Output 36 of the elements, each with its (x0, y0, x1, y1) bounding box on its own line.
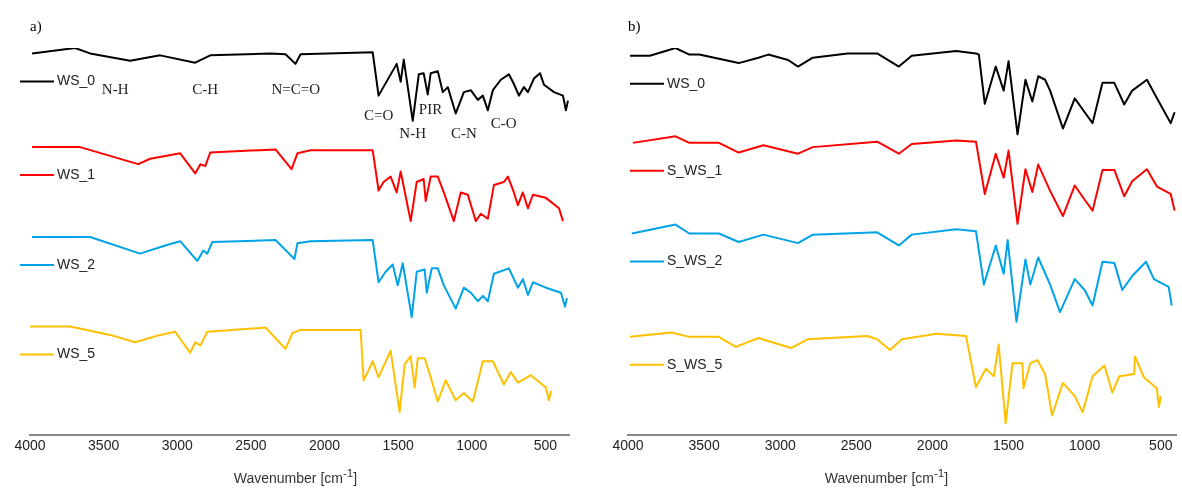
x-tick-label: 3500 (688, 437, 720, 454)
x-tick-label: 500 (1149, 437, 1173, 454)
x-tick-label: 500 (533, 437, 558, 454)
annotation: N=C=O (271, 81, 321, 98)
x-axis-title: Wavenumber [cm$^{-1}$] (232, 466, 359, 486)
x-tick-label: 2500 (840, 437, 873, 454)
x-tick-label: 3000 (161, 437, 194, 454)
x-tick-label: 4000 (612, 437, 644, 454)
x-tick-label: 2000 (308, 437, 341, 454)
legend-label: WS_0 (57, 72, 96, 89)
annotation: PIR (418, 101, 443, 118)
legend-label: WS_2 (57, 255, 96, 272)
x-tick-label: 2000 (916, 437, 949, 454)
legend-label: WS_0 (667, 74, 706, 91)
legend-label: S_WS_5 (667, 355, 723, 372)
legend-label: WS_5 (57, 345, 96, 362)
annotation: C-N (450, 125, 477, 142)
x-tick-label: 3000 (764, 437, 796, 454)
chart-title: b) (628, 17, 641, 35)
annotation: C-H (192, 81, 219, 98)
x-tick-label: 1000 (1069, 437, 1101, 454)
annotation: N-H (101, 81, 129, 98)
legend-label: S_WS_1 (667, 161, 723, 178)
annotation: N-H (399, 125, 427, 142)
annotation: C=O (364, 107, 394, 124)
legend-label: WS_1 (57, 165, 96, 182)
x-tick-label: 1000 (456, 437, 488, 454)
legend-label: S_WS_2 (667, 252, 723, 269)
x-tick-label: 3500 (88, 437, 120, 454)
x-tick-label: 2500 (235, 437, 267, 454)
x-tick-label: 4000 (14, 437, 46, 454)
annotation: C-O (490, 114, 517, 131)
chart-title: a) (30, 17, 42, 35)
x-axis-title: Wavenumber [cm$^{-1}$] (823, 466, 950, 486)
x-tick-label: 1500 (992, 437, 1025, 454)
x-tick-label: 1500 (382, 437, 414, 454)
